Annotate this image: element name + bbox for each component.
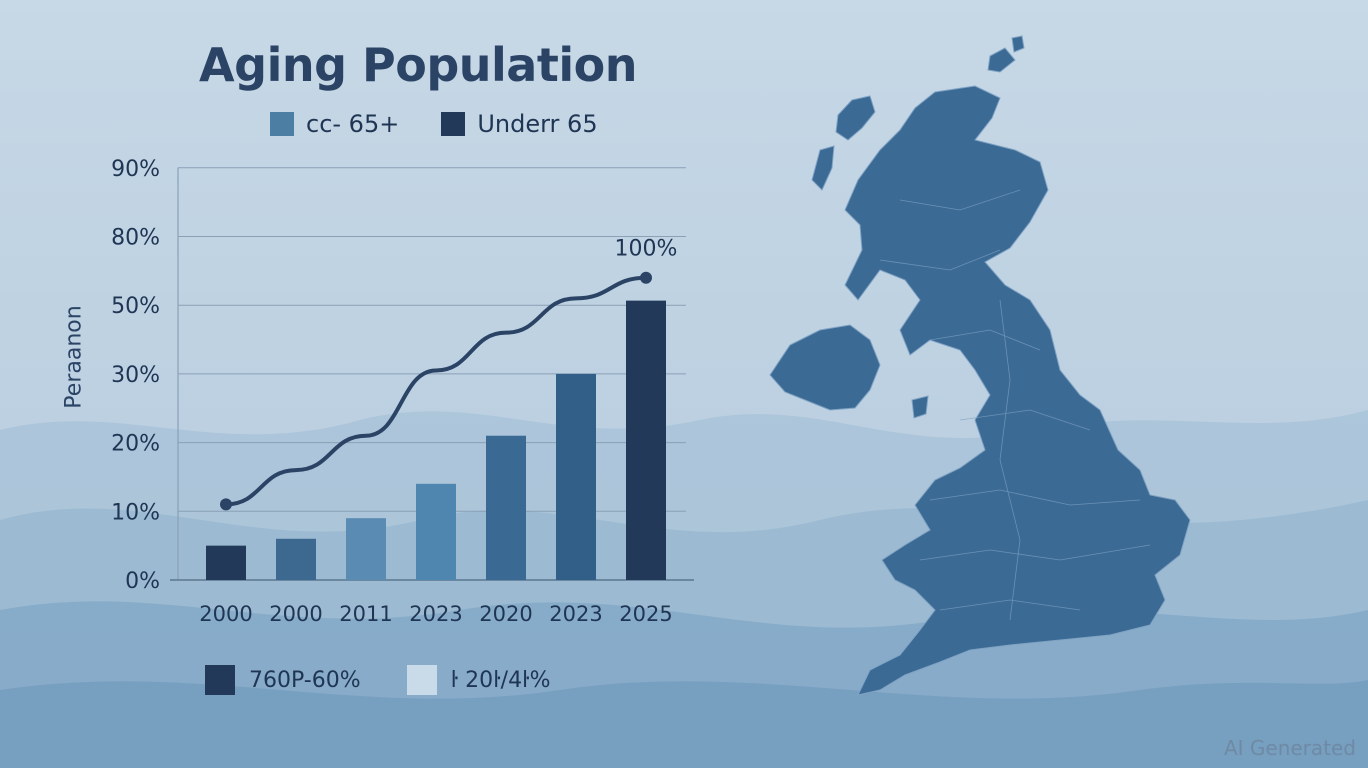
y-tick-label: 90% (111, 157, 160, 182)
legend-bottom: 760P-60% ŀ 20ŀ/4ŀ% (205, 665, 550, 695)
bar (206, 545, 246, 580)
trend-end-point (640, 271, 652, 284)
trend-start-point (220, 498, 232, 511)
legend-label-under-65: Underr 65 (477, 110, 598, 138)
legend-bottom-swatch-dark (205, 665, 235, 695)
y-tick-label: 50% (111, 294, 160, 319)
x-tick-label: 2011 (339, 602, 392, 626)
chart-title: Aging Population (199, 38, 637, 92)
trend-end-label: 100% (615, 237, 678, 262)
y-tick-label: 0% (125, 569, 160, 594)
y-tick-label: 10% (111, 500, 160, 525)
ai-generated-watermark: AI Generated (1223, 736, 1356, 760)
x-tick-label: 2020 (479, 602, 532, 626)
legend-bottom-label-light: ŀ 20ŀ/4ŀ% (450, 667, 551, 693)
x-tick-label: 2000 (269, 602, 322, 626)
x-tick-label: 2023 (409, 602, 462, 626)
bar (416, 483, 456, 580)
bar (486, 435, 526, 580)
bar (556, 373, 596, 580)
legend-label-65-plus: cc- 65+ (306, 110, 400, 138)
y-tick-label: 80% (111, 226, 160, 251)
x-tick-label: 2023 (549, 602, 602, 626)
bar (626, 300, 666, 580)
bar (276, 538, 316, 580)
legend-bottom-label-dark: 760P-60% (249, 667, 361, 693)
y-tick-label: 30% (111, 363, 160, 388)
x-tick-label: 2025 (619, 602, 672, 626)
x-tick-label: 2000 (199, 602, 252, 626)
trend-line (224, 275, 648, 507)
legend-swatch-65-plus (270, 112, 294, 136)
legend-swatch-under-65 (441, 112, 466, 136)
legend-bottom-swatch-light (406, 665, 437, 695)
y-tick-label: 20% (111, 432, 160, 457)
bar (346, 518, 386, 580)
legend-top: cc- 65+ Underr 65 (270, 110, 598, 138)
